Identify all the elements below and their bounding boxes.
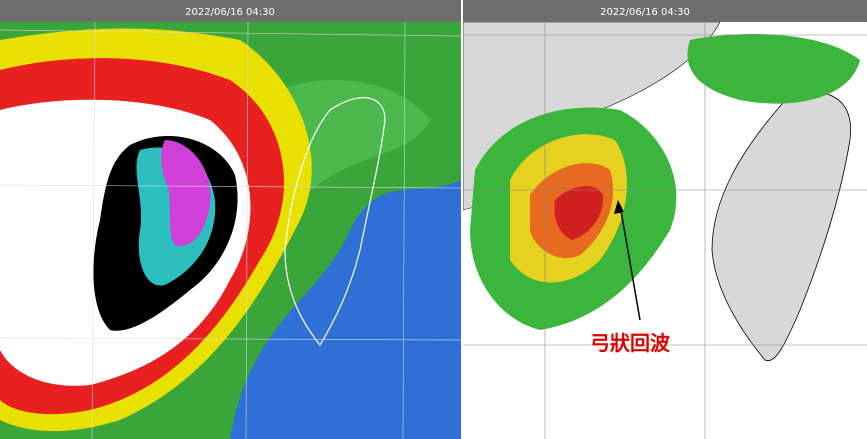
- arrow-line: [619, 204, 641, 321]
- cloud-magenta: [161, 140, 211, 246]
- timestamp: 2022/06/16 04:30: [185, 7, 275, 18]
- header-bar: [0, 0, 461, 22]
- graticule: [463, 22, 867, 439]
- cloud-green: [280, 80, 430, 200]
- graticule: [0, 22, 461, 439]
- satellite-panel: [0, 22, 461, 439]
- land-taiwan: [711, 91, 852, 362]
- radar-panel: [463, 22, 867, 439]
- echo-red: [554, 185, 604, 240]
- arrow-head: [614, 200, 624, 214]
- header-bar: [463, 0, 867, 22]
- timestamp: 2022/06/16 04:30: [600, 7, 690, 18]
- annotation: 弓狀回波: [590, 331, 671, 355]
- taiwan-outline: [284, 97, 386, 347]
- echo-green: [687, 34, 860, 104]
